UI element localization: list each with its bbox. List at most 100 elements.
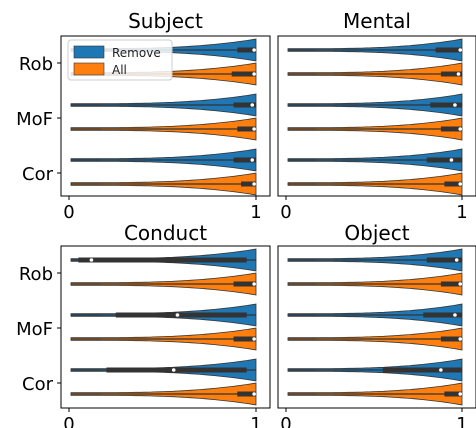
legend-label-remove: Remove xyxy=(112,46,161,60)
iqr-box xyxy=(237,47,256,53)
median-point xyxy=(458,48,463,52)
panel-frame xyxy=(60,35,271,197)
violin-rob-all xyxy=(70,272,257,296)
violin-cor-all xyxy=(70,382,257,406)
median-point xyxy=(250,158,255,162)
x-tick-label-0: 0 xyxy=(280,202,291,223)
violin-mof-all xyxy=(70,117,257,141)
legend-label-all: All xyxy=(112,63,127,77)
median-point xyxy=(458,337,463,341)
iqr-box xyxy=(233,281,256,287)
iqr-box xyxy=(233,336,256,342)
iqr-box xyxy=(444,391,462,397)
median-point xyxy=(453,103,457,107)
iqr-box xyxy=(440,71,462,77)
iqr-box xyxy=(241,181,256,187)
median-point xyxy=(175,313,180,317)
x-tick-label-0: 0 xyxy=(280,414,291,428)
violin-cor-all xyxy=(287,382,463,406)
median-point xyxy=(252,48,256,52)
x-tick-label-1: 1 xyxy=(250,202,261,223)
violin-cor-all xyxy=(287,172,463,196)
y-tick-label-rob: Rob xyxy=(19,54,53,75)
iqr-box xyxy=(106,367,247,373)
panel-title: Conduct xyxy=(124,221,207,245)
y-tick-label-rob: Rob xyxy=(19,264,53,285)
median-point xyxy=(250,103,255,107)
median-point xyxy=(439,368,443,372)
iqr-box xyxy=(78,257,247,263)
y-tick-label-mof: MoF xyxy=(16,319,53,340)
iqr-box xyxy=(237,126,256,132)
median-point xyxy=(458,127,463,131)
violin-cor-remove xyxy=(70,148,257,172)
median-point xyxy=(171,368,176,372)
median-point xyxy=(458,282,463,286)
violin-mof-all xyxy=(287,327,463,351)
violin-mof-remove xyxy=(70,93,257,117)
panel-frame xyxy=(277,35,476,197)
iqr-box xyxy=(426,157,462,163)
median-point xyxy=(89,258,94,262)
x-tick-label-1: 1 xyxy=(250,414,261,428)
median-point xyxy=(252,282,256,286)
violin-mof-remove xyxy=(287,93,463,117)
iqr-box xyxy=(237,391,256,397)
iqr-box xyxy=(430,102,462,108)
panel-title: Mental xyxy=(343,9,411,33)
median-point xyxy=(453,313,457,317)
iqr-box xyxy=(440,126,462,132)
y-tick-label-cor: Cor xyxy=(22,164,54,185)
panel-conduct: Conduct Rob MoF Cor 0 1 xyxy=(16,221,271,428)
median-point xyxy=(252,72,256,76)
panel-title: Subject xyxy=(128,9,203,33)
violin-cor-remove xyxy=(287,358,463,382)
iqr-box xyxy=(382,367,462,373)
iqr-box xyxy=(115,312,247,318)
median-point xyxy=(458,392,463,396)
violin-rob-remove xyxy=(287,38,463,62)
x-tick-label-1: 1 xyxy=(456,414,467,428)
y-tick-label-cor: Cor xyxy=(22,374,54,395)
legend-swatch-remove xyxy=(73,45,105,59)
violin-cor-all xyxy=(70,172,257,196)
x-tick-label-0: 0 xyxy=(63,414,74,428)
panel-frame xyxy=(60,245,271,409)
violin-mof-all xyxy=(287,117,463,141)
panel-mental: Mental 0 1 xyxy=(277,9,476,223)
violin-mof-remove xyxy=(70,303,257,327)
median-point xyxy=(456,72,461,76)
iqr-box xyxy=(233,102,256,108)
median-point xyxy=(252,337,256,341)
iqr-box xyxy=(444,181,462,187)
median-point xyxy=(449,158,454,162)
median-point xyxy=(454,258,459,262)
violin-cor-remove xyxy=(70,358,257,382)
legend-swatch-all xyxy=(73,62,105,76)
panel-object: Object 0 1 xyxy=(277,221,476,428)
iqr-box xyxy=(233,157,256,163)
iqr-box xyxy=(423,312,462,318)
violin-rob-remove xyxy=(70,248,257,272)
iqr-box xyxy=(231,71,256,77)
median-point xyxy=(458,182,463,186)
median-point xyxy=(252,182,256,186)
x-tick-label-1: 1 xyxy=(456,202,467,223)
panel-frame xyxy=(277,245,476,409)
y-tick-label-mof: MoF xyxy=(16,109,53,130)
violin-rob-all xyxy=(287,62,463,86)
violin-mof-remove xyxy=(287,303,463,327)
violin-cor-remove xyxy=(287,148,463,172)
iqr-box xyxy=(440,336,462,342)
panel-title: Object xyxy=(344,221,409,245)
iqr-box xyxy=(435,47,462,53)
violin-rob-remove xyxy=(287,248,463,272)
iqr-box xyxy=(426,257,462,263)
iqr-box xyxy=(440,281,462,287)
median-point xyxy=(252,127,256,131)
median-point xyxy=(252,392,256,396)
violin-mof-all xyxy=(70,327,257,351)
x-tick-label-0: 0 xyxy=(63,202,74,223)
legend: Remove All xyxy=(67,39,173,81)
